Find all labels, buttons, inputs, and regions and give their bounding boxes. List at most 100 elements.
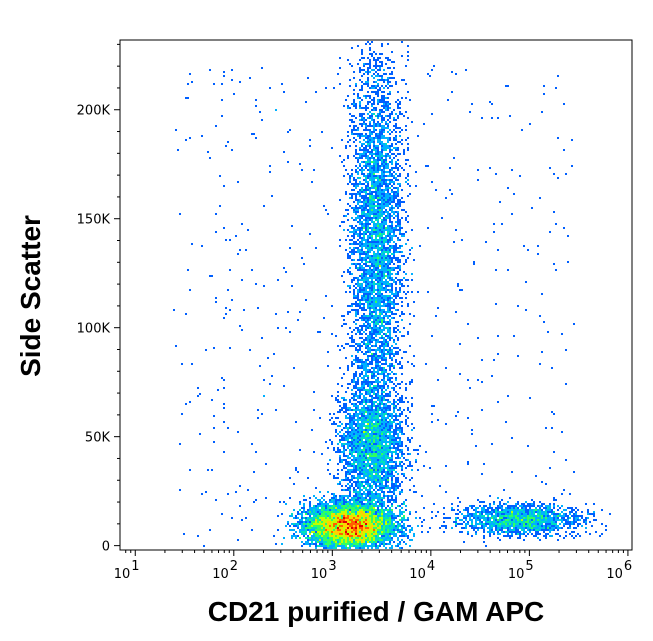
- density-dot: [341, 537, 343, 539]
- density-dot: [331, 535, 333, 537]
- density-dot: [353, 533, 355, 535]
- density-dot: [379, 133, 381, 135]
- density-dot: [363, 469, 365, 471]
- density-dot: [383, 475, 385, 477]
- density-dot: [355, 187, 357, 189]
- density-dot: [387, 57, 389, 59]
- density-dot: [395, 351, 397, 353]
- density-dot: [393, 437, 395, 439]
- density-dot: [385, 221, 387, 223]
- density-dot: [325, 513, 327, 515]
- density-dot: [395, 529, 397, 531]
- density-dot: [381, 473, 383, 475]
- density-dot: [327, 517, 329, 519]
- density-dot: [383, 541, 385, 543]
- density-dot: [395, 521, 397, 523]
- density-dot: [357, 447, 359, 449]
- density-dot: [399, 287, 401, 289]
- density-dot: [365, 277, 367, 279]
- density-dot: [367, 183, 369, 185]
- density-dot: [343, 453, 345, 455]
- density-dot: [393, 475, 395, 477]
- density-dot: [389, 171, 391, 173]
- density-dot: [329, 529, 331, 531]
- density-dot: [371, 405, 373, 407]
- density-dot: [385, 287, 387, 289]
- density-dot: [375, 475, 377, 477]
- density-dot: [337, 521, 339, 523]
- density-dot: [347, 135, 349, 137]
- density-dot: [391, 259, 393, 261]
- density-dot: [359, 471, 361, 473]
- density-dot: [377, 165, 379, 167]
- density-dot: [375, 153, 377, 155]
- density-dot: [357, 435, 359, 437]
- density-dot: [379, 509, 381, 511]
- density-dot: [397, 163, 399, 165]
- density-dot: [395, 135, 397, 137]
- density-dot: [387, 337, 389, 339]
- density-dot: [385, 297, 387, 299]
- density-dot: [385, 217, 387, 219]
- density-dot: [357, 299, 359, 301]
- density-dot: [365, 137, 367, 139]
- density-dot: [363, 129, 365, 131]
- density-dot: [391, 359, 393, 361]
- density-dot: [319, 543, 321, 545]
- density-dot: [355, 153, 357, 155]
- density-dot: [367, 457, 369, 459]
- density-dot: [345, 435, 347, 437]
- density-dot: [355, 241, 357, 243]
- density-dot: [313, 169, 315, 171]
- density-dot: [393, 197, 395, 199]
- density-dot: [373, 405, 375, 407]
- density-dot: [369, 167, 371, 169]
- density-dot: [383, 515, 385, 517]
- density-dot: [315, 527, 317, 529]
- density-dot: [387, 539, 389, 541]
- density-dot: [373, 339, 375, 341]
- density-dot: [375, 241, 377, 243]
- density-dot: [357, 285, 359, 287]
- density-dot: [409, 529, 411, 531]
- density-dot: [317, 545, 319, 547]
- density-dot: [383, 181, 385, 183]
- density-dot: [389, 327, 391, 329]
- density-dot: [357, 183, 359, 185]
- density-dot: [373, 375, 375, 377]
- density-dot: [397, 525, 399, 527]
- density-dot: [377, 279, 379, 281]
- density-dot: [375, 145, 377, 147]
- density-dot: [399, 283, 401, 285]
- density-dot: [339, 521, 341, 523]
- density-dot: [371, 241, 373, 243]
- density-dot: [375, 513, 377, 515]
- density-dot: [357, 267, 359, 269]
- density-dot: [369, 361, 371, 363]
- density-dot: [371, 299, 373, 301]
- density-dot: [407, 147, 409, 149]
- density-dot: [365, 207, 367, 209]
- density-dot: [381, 237, 383, 239]
- density-dot: [389, 301, 391, 303]
- density-dot: [367, 517, 369, 519]
- density-dot: [381, 313, 383, 315]
- density-dot: [359, 149, 361, 151]
- density-dot: [365, 449, 367, 451]
- density-dot: [369, 297, 371, 299]
- density-dot: [309, 507, 311, 509]
- density-dot: [403, 255, 405, 257]
- density-dot: [369, 163, 371, 165]
- density-dot: [349, 85, 351, 87]
- density-dot: [381, 97, 383, 99]
- density-dot: [363, 441, 365, 443]
- density-dot: [313, 495, 315, 497]
- density-dot: [351, 231, 353, 233]
- density-dot: [367, 295, 369, 297]
- density-dot: [359, 333, 361, 335]
- density-dot: [393, 147, 395, 149]
- density-dot: [365, 297, 367, 299]
- density-dot: [361, 327, 363, 329]
- density-dot: [393, 493, 395, 495]
- density-dot: [359, 299, 361, 301]
